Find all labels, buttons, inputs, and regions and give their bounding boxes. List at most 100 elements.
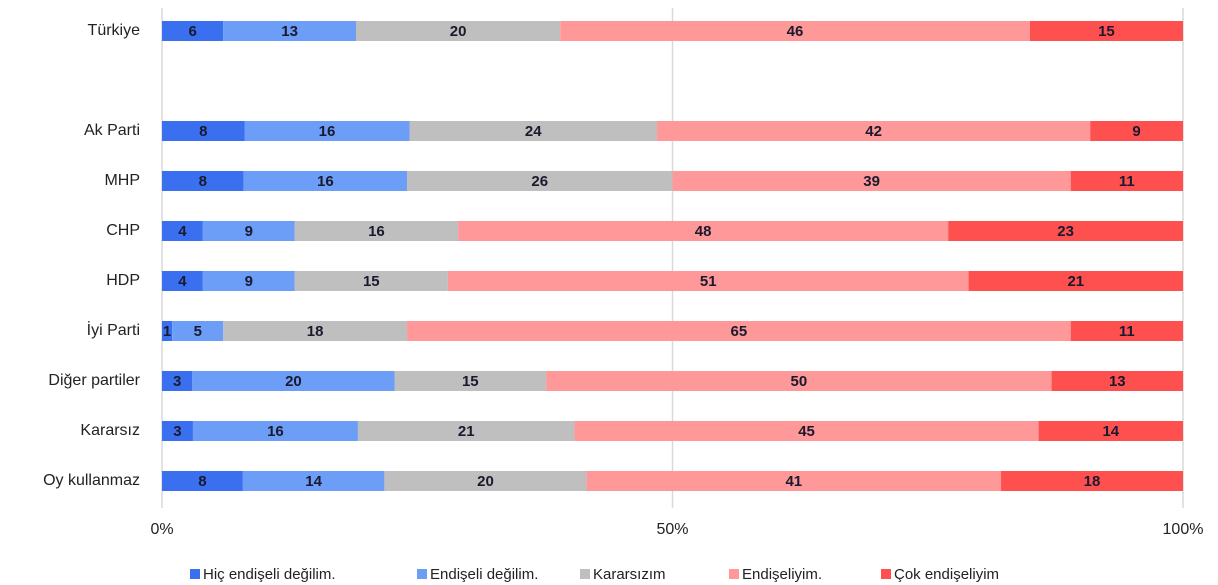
bar-segment — [162, 371, 193, 391]
legend-swatch — [881, 569, 891, 579]
legend-swatch — [417, 569, 427, 579]
bar-segment — [223, 321, 408, 341]
value-label: 50 — [791, 373, 808, 390]
category-label: Diğer partiler — [48, 372, 140, 389]
category-label: Kararsız — [80, 422, 140, 439]
x-tick-label: 50% — [656, 521, 688, 538]
value-label: 26 — [531, 173, 548, 190]
value-label: 48 — [695, 223, 712, 240]
value-label: 20 — [285, 373, 302, 390]
bar-segment — [294, 221, 459, 241]
bar-segment — [948, 221, 1183, 241]
bar-segment — [294, 271, 448, 291]
value-label: 3 — [173, 373, 181, 390]
legend-label: Hiç endişeli değilim. — [203, 566, 336, 583]
bar-segment — [357, 421, 575, 441]
bar-segment — [447, 271, 969, 291]
bar-segment — [458, 221, 949, 241]
legend-label: Endişeliyim. — [742, 566, 822, 583]
bar-segment — [242, 471, 385, 491]
bar-segment — [407, 171, 673, 191]
bar-segment — [355, 21, 561, 41]
bar-segment — [968, 271, 1183, 291]
bar-segment — [1029, 21, 1183, 41]
bar-segment — [162, 171, 244, 191]
bar-segment — [1070, 171, 1183, 191]
value-label: 13 — [281, 23, 298, 40]
bar-segment — [223, 21, 356, 41]
value-label: 11 — [1119, 323, 1135, 340]
bar-segment — [244, 121, 410, 141]
legend-swatch — [729, 569, 739, 579]
bar-segment — [586, 471, 1002, 491]
bar-segment — [162, 421, 193, 441]
value-label: 9 — [245, 273, 253, 290]
value-label: 14 — [1102, 423, 1119, 440]
bar-segment — [162, 471, 243, 491]
category-label: Oy kullanmaz — [43, 472, 140, 489]
value-label: 21 — [1067, 273, 1084, 290]
legend-label: Endişeli değilim. — [430, 566, 538, 583]
value-label: 65 — [731, 323, 748, 340]
bar-segment — [384, 471, 587, 491]
legend-label: Çok endişeliyim — [894, 566, 999, 583]
value-label: 16 — [319, 123, 336, 140]
category-label: HDP — [106, 272, 140, 289]
bar-segment — [1090, 121, 1183, 141]
bar-segment — [162, 271, 203, 291]
value-label: 4 — [178, 223, 187, 240]
value-label: 18 — [1084, 473, 1101, 490]
bar-segment — [1070, 321, 1183, 341]
value-label: 8 — [199, 123, 207, 140]
bar-segment — [560, 21, 1030, 41]
bar-segment — [672, 171, 1071, 191]
bar-segment — [202, 221, 295, 241]
bar-segment — [162, 21, 224, 41]
category-label: İyi Parti — [87, 320, 140, 339]
value-label: 8 — [199, 173, 207, 190]
value-label: 15 — [1098, 23, 1115, 40]
value-label: 5 — [194, 323, 202, 340]
bar-segment — [657, 121, 1091, 141]
bar-segment — [202, 271, 295, 291]
value-label: 14 — [305, 473, 322, 490]
value-label: 45 — [798, 423, 815, 440]
bar-segment — [243, 171, 408, 191]
value-label: 16 — [317, 173, 334, 190]
bar-segment — [162, 121, 245, 141]
value-label: 24 — [525, 123, 542, 140]
value-label: 20 — [450, 23, 467, 40]
value-label: 9 — [245, 223, 253, 240]
value-label: 20 — [477, 473, 494, 490]
bar-segment — [162, 321, 173, 341]
bar-segment — [574, 421, 1039, 441]
bar-segment — [1051, 371, 1183, 391]
value-label: 1 — [163, 323, 171, 340]
x-tick-label: 0% — [150, 521, 173, 538]
legend-swatch — [190, 569, 200, 579]
bar-segment — [1001, 471, 1183, 491]
value-label: 23 — [1057, 223, 1074, 240]
category-label: CHP — [106, 222, 140, 239]
value-label: 3 — [173, 423, 181, 440]
bar-segment — [409, 121, 658, 141]
bar-segment — [162, 221, 203, 241]
value-label: 21 — [458, 423, 475, 440]
value-label: 16 — [267, 423, 284, 440]
value-label: 39 — [863, 173, 880, 190]
bar-segment — [1038, 421, 1183, 441]
value-label: 18 — [307, 323, 324, 340]
value-label: 6 — [188, 23, 196, 40]
bar-segment — [192, 371, 395, 391]
value-label: 13 — [1109, 373, 1126, 390]
category-label: Ak Parti — [84, 122, 140, 139]
category-label: MHP — [104, 172, 140, 189]
value-label: 42 — [865, 123, 882, 140]
value-label: 15 — [462, 373, 479, 390]
value-label: 4 — [178, 273, 187, 290]
legend-swatch — [580, 569, 590, 579]
value-label: 51 — [700, 273, 717, 290]
bar-segment — [407, 321, 1071, 341]
bar-segment — [192, 421, 358, 441]
